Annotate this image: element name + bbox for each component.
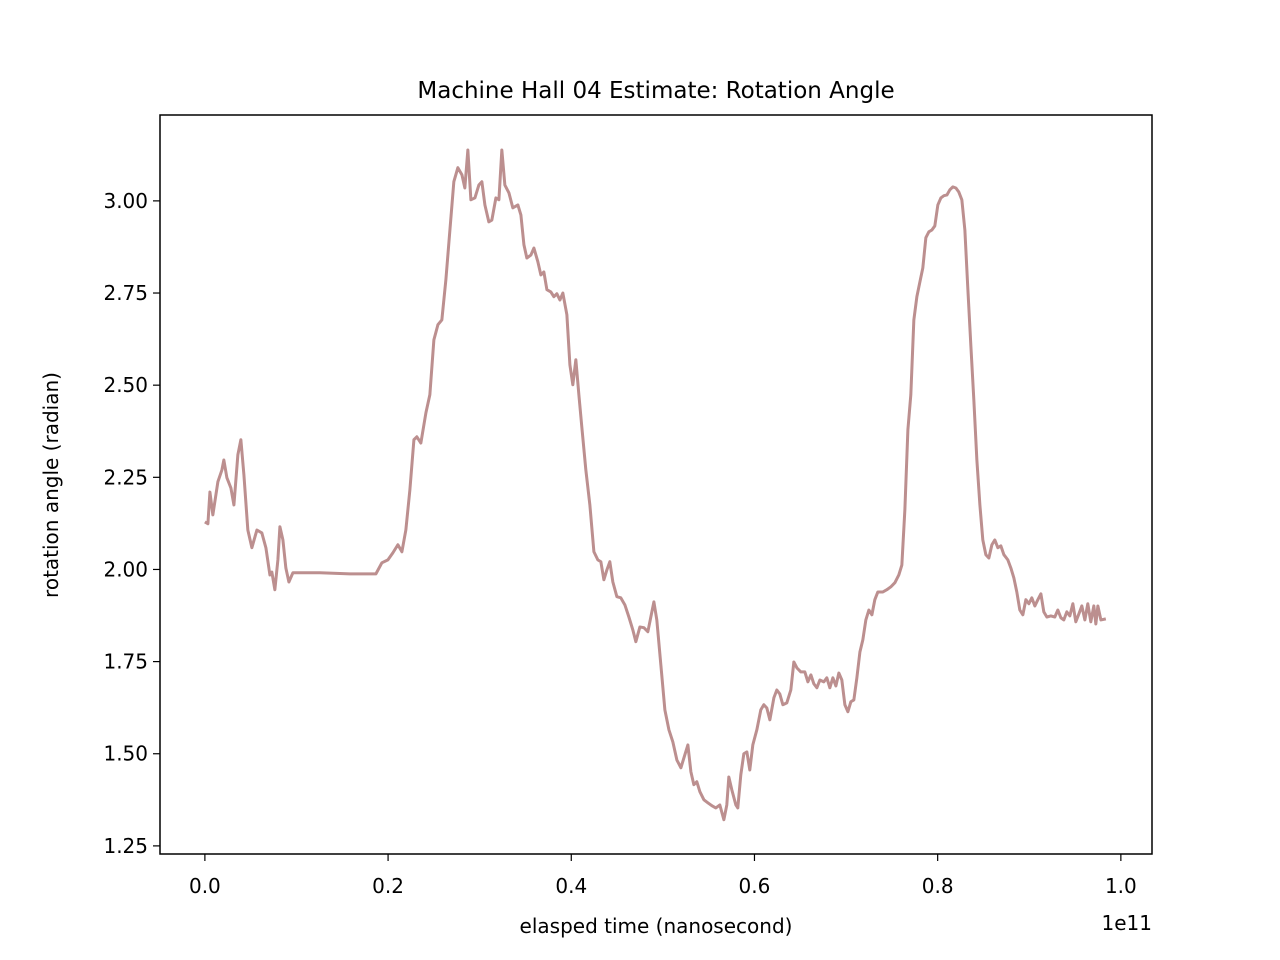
y-axis-label: rotation angle (radian): [39, 372, 63, 598]
y-tick-label: 3.00: [103, 189, 148, 213]
x-tick-label: 0.0: [189, 874, 221, 898]
y-tick-label: 2.50: [103, 373, 148, 397]
x-axis-label: elasped time (nanosecond): [520, 914, 793, 938]
x-offset-label: 1e11: [1102, 911, 1152, 935]
x-tick-label: 0.8: [922, 874, 954, 898]
x-tick-label: 0.6: [739, 874, 771, 898]
x-tick-label: 0.2: [372, 874, 404, 898]
x-tick-label: 1.0: [1105, 874, 1137, 898]
y-tick-label: 1.25: [103, 834, 148, 858]
data-line: [204, 148, 1107, 822]
y-tick-label: 2.25: [103, 465, 148, 489]
y-tick-label: 1.50: [103, 742, 148, 766]
chart-title: Machine Hall 04 Estimate: Rotation Angle: [417, 78, 894, 104]
y-tick-label: 1.75: [103, 650, 148, 674]
y-tick-label: 2.75: [103, 281, 148, 305]
x-tick-label: 0.4: [555, 874, 587, 898]
y-tick-label: 2.00: [103, 557, 148, 581]
plot-frame: [159, 114, 1153, 855]
